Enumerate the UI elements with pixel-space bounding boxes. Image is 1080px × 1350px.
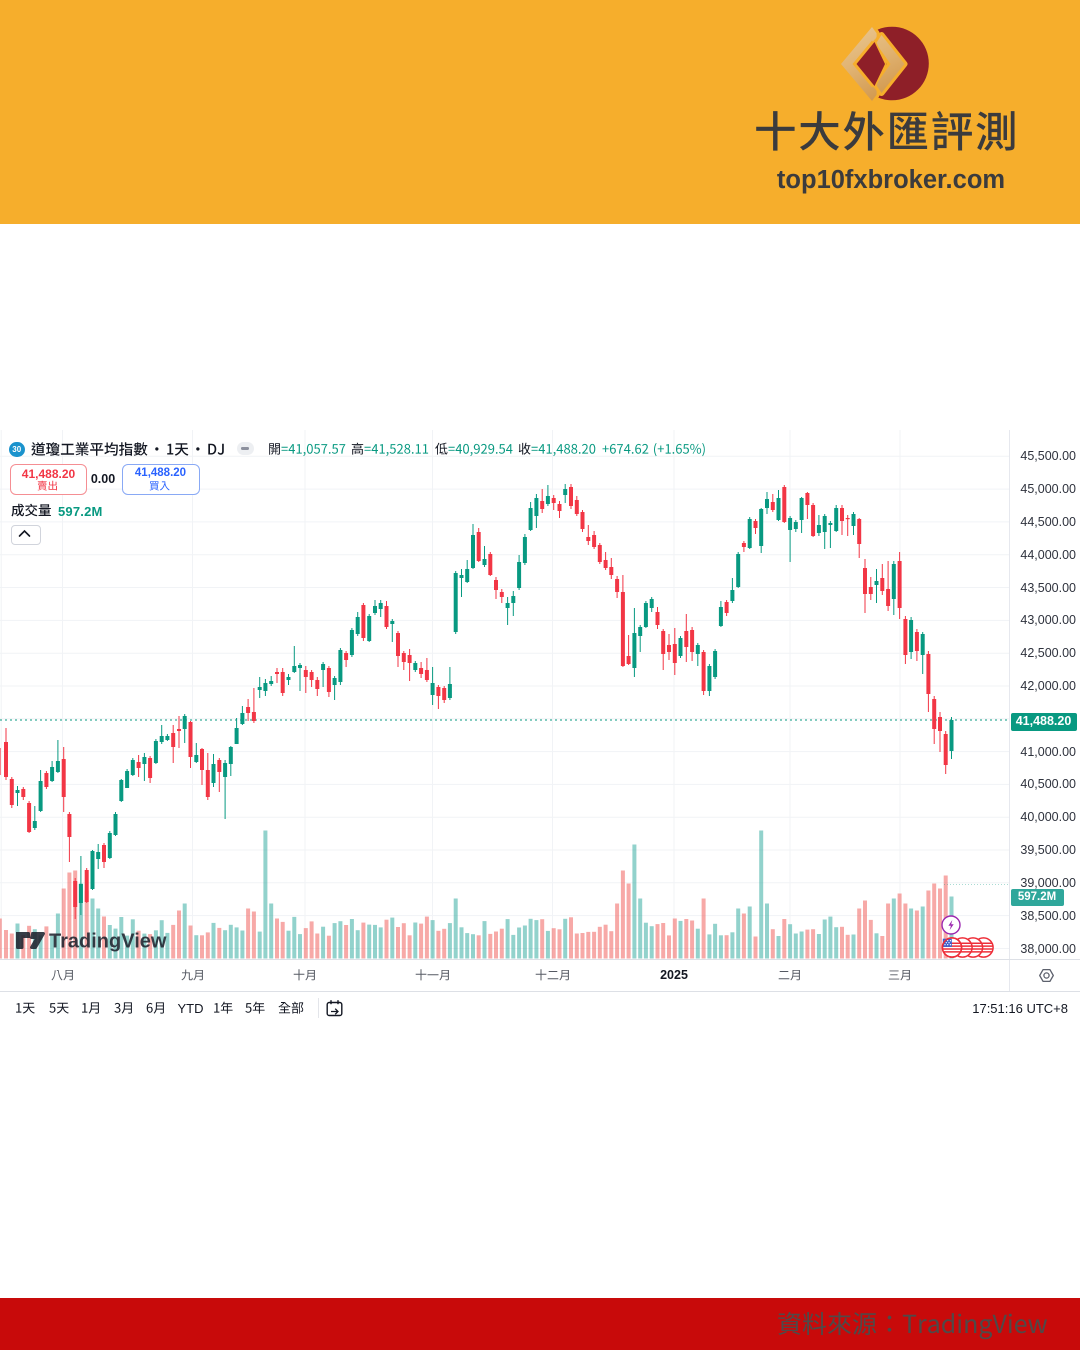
- svg-text:TradingView: TradingView: [49, 931, 167, 953]
